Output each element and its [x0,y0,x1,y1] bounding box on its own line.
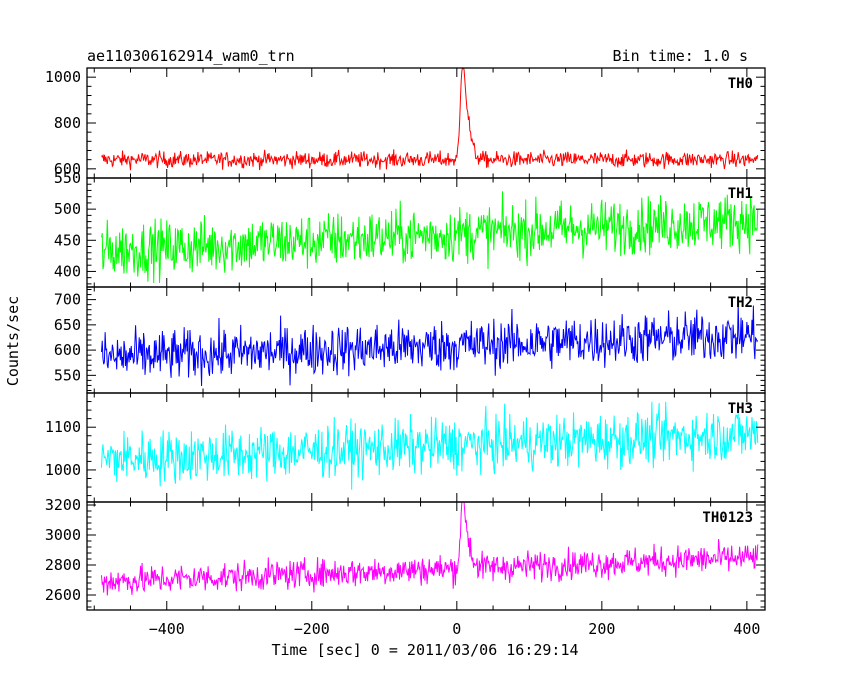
y-tick-label: 3200 [45,496,81,514]
x-tick-label: −400 [149,620,185,638]
y-tick-label: 600 [54,160,81,178]
x-tick-label: 400 [733,620,760,638]
panel-label-th0123: TH0123 [702,510,753,526]
x-tick-label: 0 [452,620,461,638]
x-tick-label: −200 [294,620,330,638]
y-tick-label: 500 [54,200,81,218]
series-line-th1 [101,191,759,283]
y-tick-label: 800 [54,114,81,132]
panel-label-th1: TH1 [728,186,753,202]
y-tick-label: 400 [54,262,81,280]
panel-frame-th0123 [86,501,766,611]
y-tick-label: 3000 [45,526,81,544]
panel-label-th3: TH3 [728,401,753,417]
chart-title: ae110306162914_wam0_trn [87,47,295,65]
y-tick-label: 2800 [45,556,81,574]
x-tick-label: 200 [588,620,615,638]
y-tick-label: 600 [54,341,81,359]
panel-label-th2: TH2 [728,295,753,311]
series-line-th3 [101,401,759,490]
y-tick-label: 550 [54,169,81,187]
y-tick-label: 550 [54,366,81,384]
bin-time-label: Bin time: 1.0 s [613,47,748,65]
y-tick-label: 1000 [45,461,81,479]
series-line-th0123 [101,501,759,596]
series-line-th2 [101,302,759,387]
y-axis-label: Counts/sec [4,296,22,386]
panel-label-th0: TH0 [728,76,753,92]
x-axis-label: Time [sec] 0 = 2011/03/06 16:29:14 [271,641,578,659]
y-tick-label: 450 [54,231,81,249]
y-tick-label: 700 [54,291,81,309]
series-line-th0 [101,67,759,171]
y-tick-label: 650 [54,316,81,334]
y-tick-label: 2600 [45,586,81,604]
y-tick-label: 1000 [45,68,81,86]
y-tick-label: 1100 [45,418,81,436]
